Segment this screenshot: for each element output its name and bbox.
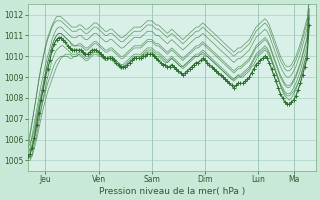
X-axis label: Pression niveau de la mer( hPa ): Pression niveau de la mer( hPa ) — [99, 187, 245, 196]
